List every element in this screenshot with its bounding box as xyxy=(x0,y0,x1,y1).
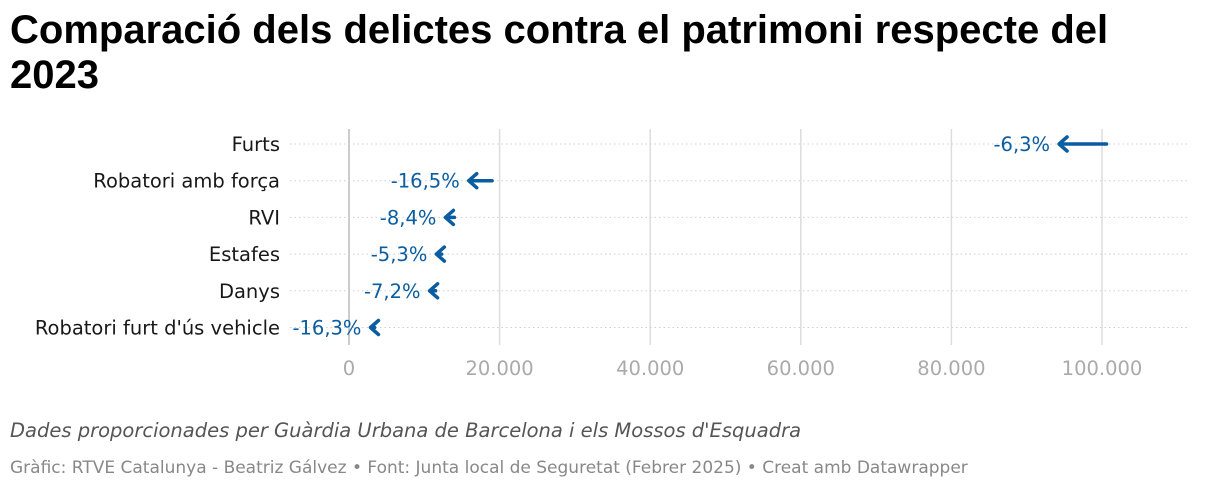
arrow-head xyxy=(466,171,479,190)
category-label: RVI xyxy=(248,206,280,229)
category-label: Estafes xyxy=(209,243,280,266)
data-label: -7,2% xyxy=(364,280,421,303)
arrow-head xyxy=(434,245,447,263)
x-tick-label: 20.000 xyxy=(465,357,533,380)
arrow-head xyxy=(427,282,440,300)
category-label: Robatori amb força xyxy=(93,170,280,193)
category-label: Robatori furt d'ús vehicle xyxy=(35,317,280,340)
data-label: -8,4% xyxy=(380,206,437,229)
chart-notes: Dades proporcionades per Guàrdia Urbana … xyxy=(10,419,802,442)
arrow-head xyxy=(1057,135,1069,153)
arrow-chart: 0 20.000 40.000 60.000 80.000 100.000 Furts Rob… xyxy=(35,129,1188,380)
x-tick-label: 60.000 xyxy=(767,357,835,380)
chart-title: Comparació dels delictes contra el patri… xyxy=(10,8,1109,97)
data-label: -16,3% xyxy=(292,317,361,340)
x-tick-label: 40.000 xyxy=(616,357,684,380)
category-label: Danys xyxy=(219,280,280,303)
x-tick-label: 80.000 xyxy=(917,357,985,380)
chart-byline: Gràfic: RTVE Catalunya - Beatriz Gálvez … xyxy=(10,458,968,478)
x-tick-label: 100.000 xyxy=(1062,357,1143,380)
category-label: Furts xyxy=(232,133,280,156)
arrow-head xyxy=(368,318,381,337)
data-label: -5,3% xyxy=(371,243,428,266)
x-tick-label: 0 xyxy=(343,357,355,380)
data-label: -6,3% xyxy=(994,133,1051,156)
arrow-head xyxy=(443,208,456,227)
data-label: -16,5% xyxy=(391,170,460,193)
